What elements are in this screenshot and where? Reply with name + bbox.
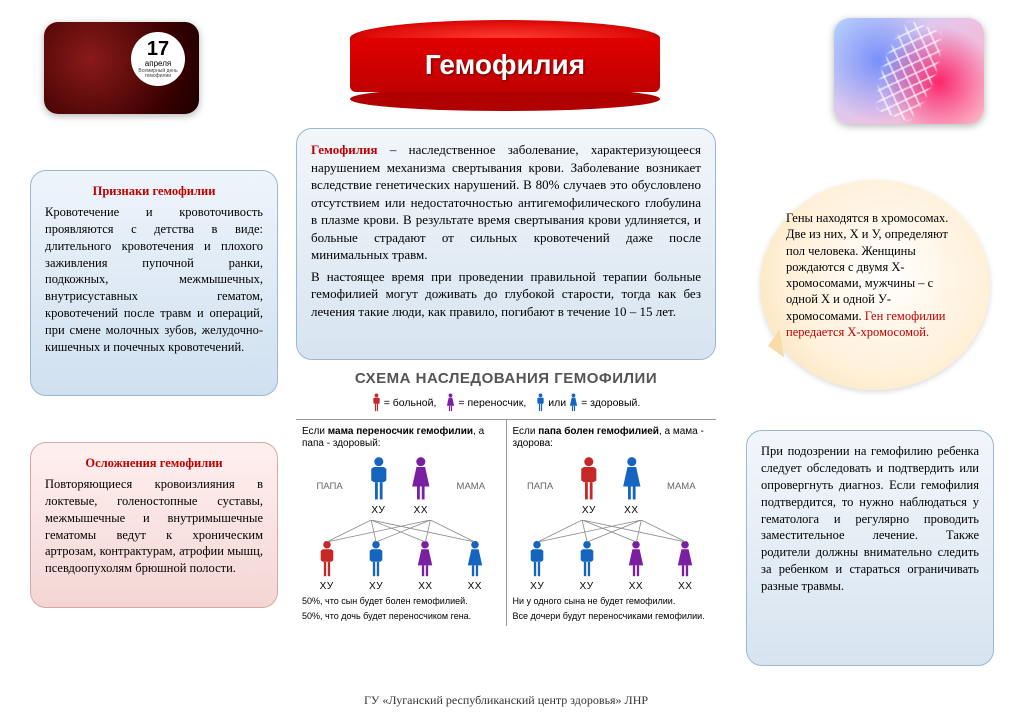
child-0: ХУ xyxy=(318,540,336,592)
parents-row: ПАПА ХУ ХХ МАМА xyxy=(302,456,500,516)
inheritance-lines xyxy=(513,520,711,542)
papa-icon: ХУ xyxy=(578,456,600,516)
complications-heading: Осложнения гемофилии xyxy=(45,455,263,472)
date-day: 17 xyxy=(147,39,169,59)
title-pill: Гемофилия xyxy=(350,20,660,105)
panel-right: Если папа болен гемофилией, а мама - здо… xyxy=(506,420,717,626)
outcome-2: 50%, что дочь будет переносчиком гена. xyxy=(302,611,500,622)
definition-body: – наследственное заболевание, характериз… xyxy=(311,142,701,262)
advice-text: При подозрении на гемофилию ребенка след… xyxy=(761,443,979,595)
mama-label: МАМА xyxy=(667,481,696,492)
mama-icon: ХХ xyxy=(621,456,643,516)
date-sub: Всемирный день гемофилии xyxy=(131,69,185,79)
pill-body: Гемофилия xyxy=(350,38,660,92)
definition-box: Гемофилия – наследственное заболевание, … xyxy=(296,128,716,360)
mama-icon: ХХ xyxy=(410,456,432,516)
parents-row: ПАПА ХУ ХХ МАМА xyxy=(513,456,711,516)
scheme-title: СХЕМА НАСЛЕДОВАНИЯ ГЕМОФИЛИИ xyxy=(296,370,716,387)
child-3: ХХ xyxy=(466,540,484,592)
complications-box: Осложнения гемофилии Повторяющиеся крово… xyxy=(30,442,278,608)
child-2: ХХ xyxy=(627,540,645,592)
definition-term: Гемофилия xyxy=(311,142,378,157)
definition-p1: Гемофилия – наследственное заболевание, … xyxy=(311,141,701,264)
genes-callout: Гены находятся в хромосомах. Две из них,… xyxy=(760,180,990,390)
world-hemophilia-day-image: 17 апреля Всемирный день гемофилии xyxy=(44,22,199,114)
child-3: ХХ xyxy=(676,540,694,592)
page-title: Гемофилия xyxy=(425,49,585,81)
papa-label: ПАПА xyxy=(527,481,553,492)
child-0: ХУ xyxy=(528,540,546,592)
outcome-1: Ни у одного сына не будет гемофилии. xyxy=(513,596,711,607)
advice-box: При подозрении на гемофилию ребенка след… xyxy=(746,430,994,666)
date-month: апреля xyxy=(145,59,171,68)
definition-p2: В настоящее время при проведении правиль… xyxy=(311,268,701,321)
scheme-legend: = больной, = переносчик, или = здоровый. xyxy=(296,393,716,413)
child-1: ХУ xyxy=(367,540,385,592)
panel-caption: Если мама переносчик гемофилии, а папа -… xyxy=(302,426,500,452)
children-row: ХУ ХУ ХХ ХХ xyxy=(302,540,500,592)
scheme-panels: Если мама переносчик гемофилии, а папа -… xyxy=(296,419,716,626)
mama-label: МАМА xyxy=(457,481,486,492)
page: 17 апреля Всемирный день гемофилии Гемоф… xyxy=(0,0,1024,722)
signs-box: Признаки гемофилии Кровотечение и кровот… xyxy=(30,170,278,396)
legend-carrier: = переносчик, xyxy=(446,393,526,413)
outcome-1: 50%, что сын будет болен гемофилией. xyxy=(302,596,500,607)
genes-text: Гены находятся в хромосомах. Две из них,… xyxy=(786,211,948,323)
dna-image xyxy=(834,18,984,124)
children-row: ХУ ХУ ХХ ХХ xyxy=(513,540,711,592)
complications-text: Повторяющиеся кровоизлияния в локтевые, … xyxy=(45,476,263,577)
inheritance-lines xyxy=(302,520,500,542)
papa-icon: ХУ xyxy=(368,456,390,516)
date-badge: 17 апреля Всемирный день гемофилии xyxy=(131,32,185,86)
legend-healthy: или = здоровый. xyxy=(536,393,640,413)
legend-sick: = больной, xyxy=(372,393,437,413)
signs-text: Кровотечение и кровоточивость проявляютс… xyxy=(45,204,263,356)
papa-label: ПАПА xyxy=(316,481,342,492)
signs-heading: Признаки гемофилии xyxy=(45,183,263,200)
panel-caption: Если папа болен гемофилией, а мама - здо… xyxy=(513,426,711,452)
inheritance-scheme: СХЕМА НАСЛЕДОВАНИЯ ГЕМОФИЛИИ = больной, … xyxy=(296,370,716,626)
child-2: ХХ xyxy=(416,540,434,592)
child-1: ХУ xyxy=(578,540,596,592)
panel-left: Если мама переносчик гемофилии, а папа -… xyxy=(296,420,506,626)
outcome-2: Все дочери будут переносчиками гемофилии… xyxy=(513,611,711,622)
footer-credit: ГУ «Луганский республиканский центр здор… xyxy=(296,693,716,708)
